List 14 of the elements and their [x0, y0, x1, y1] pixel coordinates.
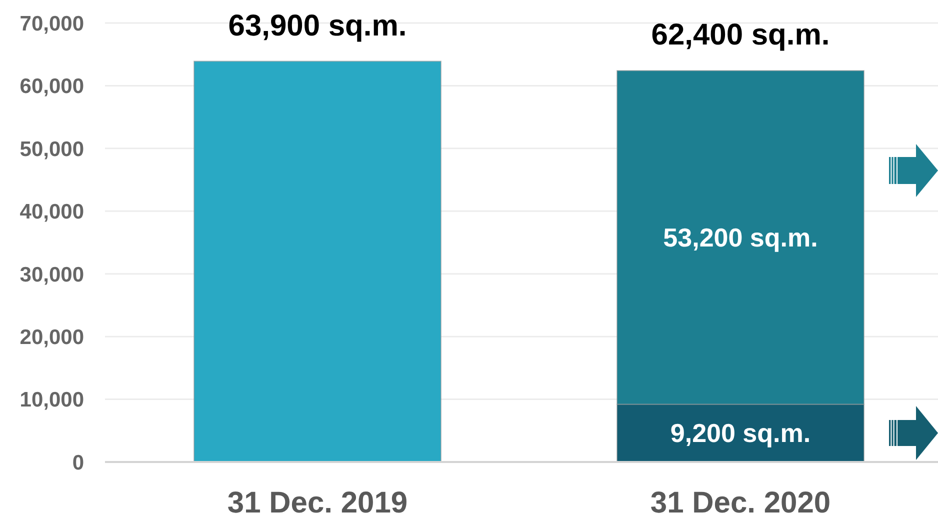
y-tick-label: 10,000	[20, 388, 84, 412]
y-tick-label: 30,000	[20, 263, 84, 286]
x-tick-label: 31 Dec. 2020	[650, 486, 831, 514]
y-tick-label: 70,000	[20, 12, 84, 36]
y-tick-label: 20,000	[20, 326, 84, 350]
data-label: 53,200 sq.m.	[663, 222, 818, 252]
y-tick-label: 60,000	[20, 75, 84, 98]
x-tick-label: 31 Dec. 2019	[227, 486, 408, 514]
y-tick-label: 40,000	[20, 200, 84, 224]
y-tick-label: 0	[72, 451, 84, 474]
data-label: 9,200 sq.m.	[670, 418, 811, 448]
y-tick-label: 50,000	[20, 138, 84, 161]
total-label: 63,900 sq.m.	[228, 9, 407, 42]
total-label: 62,400 sq.m.	[651, 18, 830, 52]
